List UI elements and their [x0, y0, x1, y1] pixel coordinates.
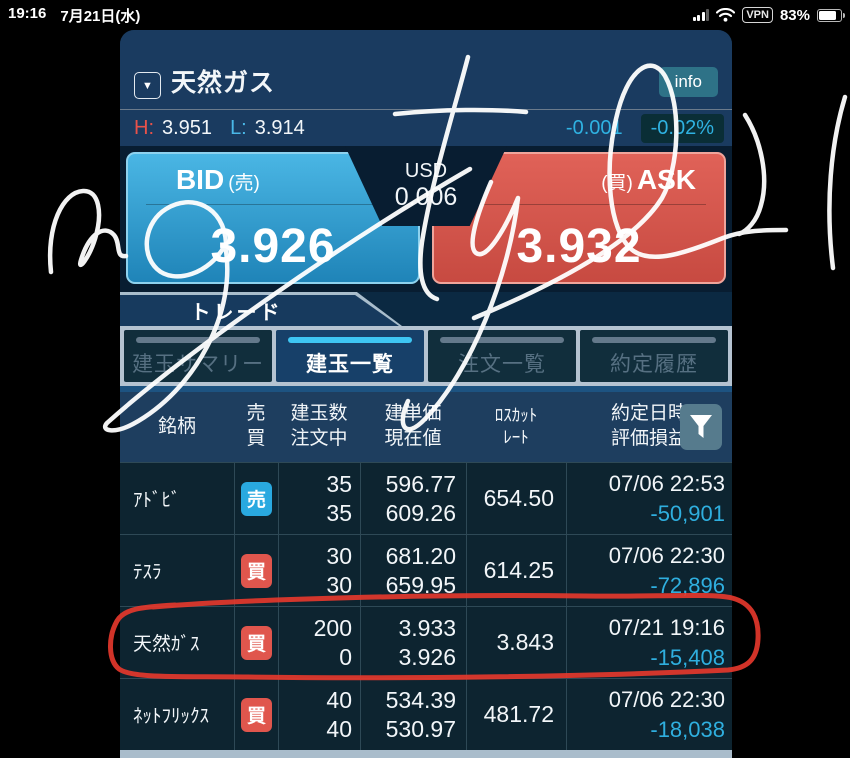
price-cell: 596.77 609.26 [360, 463, 466, 534]
clock: 19:16 [8, 4, 47, 22]
filter-button[interactable] [680, 404, 722, 450]
side-badge-sell: 売 [241, 481, 272, 516]
positions-table: ｱﾄﾞﾋﾞ 売 35 35 596.77 609.26 654.50 07/06 2… [120, 462, 732, 758]
position-tabs: 建玉サマリー 建玉一覧 注文一覧 約定履歴 [120, 326, 732, 386]
table-row-natural-gas[interactable]: 天然ｶﾞｽ 買 200 0 3.933 3.926 3.843 07/21 19:1… [120, 606, 732, 678]
bottom-strip [120, 750, 732, 758]
loscut-cell: 654.50 [466, 463, 566, 534]
loscut-cell: 3.843 [466, 607, 566, 678]
chevron-down-icon: ▼ [142, 79, 153, 92]
trade-tab[interactable]: トレード [120, 292, 402, 326]
vpn-badge: VPN [742, 7, 773, 23]
table-row-tesla[interactable]: ﾃｽﾗ 買 30 30 681.20 659.95 614.25 07/06 22:… [120, 534, 732, 606]
wifi-icon [716, 8, 736, 22]
tab-position-summary[interactable]: 建玉サマリー [124, 330, 272, 382]
instrument-header: ▼ 天然ガス info [120, 30, 732, 110]
bid-label: BID [175, 164, 225, 195]
date-pl-cell: 07/06 22:30 -18,038 [566, 679, 732, 750]
col-loscut: ﾛｽｶｯﾄ ﾚｰﾄ [494, 405, 538, 447]
trade-tab-row: トレード [120, 292, 732, 326]
trade-tab-label: トレード [120, 294, 399, 326]
instrument-title: 天然ガス [171, 69, 276, 97]
battery-icon [817, 8, 845, 22]
info-button[interactable]: info [658, 67, 718, 97]
tab-execution-history[interactable]: 約定履歴 [580, 330, 728, 382]
qty-cell: 200 0 [278, 607, 360, 678]
table-header: 銘柄 売買 建玉数 注文中 建単価 現在値 ﾛｽｶｯﾄ ﾚｰﾄ 約定日時 評価損益 [120, 392, 732, 462]
side-badge-buy: 買 [241, 553, 272, 588]
col-date-pl: 約定日時 評価損益 [610, 403, 687, 449]
cellular-signal-icon [692, 9, 710, 21]
qty-cell: 40 40 [278, 679, 360, 750]
date-pl-cell: 07/06 22:53 -50,901 [566, 463, 732, 534]
col-side: 売買 [246, 403, 266, 449]
table-row-adobe[interactable]: ｱﾄﾞﾋﾞ 売 35 35 596.77 609.26 654.50 07/06 2… [120, 462, 732, 534]
date-pl-cell: 07/21 19:16 -15,408 [566, 607, 732, 678]
high-label: H: [134, 116, 154, 139]
ask-label: ASK [636, 164, 696, 195]
trading-app-window: ▼ 天然ガス info H: 3.951 L: 3.914 -0.001 -0.… [120, 30, 732, 758]
ask-price: 3.932 [516, 219, 642, 273]
status-date: 7月21日(水) [60, 7, 141, 25]
qty-cell: 30 30 [278, 535, 360, 606]
tab-position-list[interactable]: 建玉一覧 [276, 330, 424, 382]
price-cell: 534.39 530.97 [360, 679, 466, 750]
low-value: 3.914 [254, 116, 305, 139]
quote-section: BID (売) 3.926 (買) ASK 3.932 USD 0.006 [120, 146, 732, 292]
price-cell: 3.933 3.926 [360, 607, 466, 678]
currency-label: USD [404, 160, 448, 183]
ask-side-label: (買) [601, 173, 633, 194]
change-percent-badge: -0.02% [640, 113, 724, 143]
col-price: 建単価 現在値 [384, 403, 442, 449]
low-label: L: [230, 116, 247, 139]
battery-percent: 83% [779, 6, 810, 24]
loscut-cell: 481.72 [466, 679, 566, 750]
loscut-cell: 614.25 [466, 535, 566, 606]
bid-price: 3.926 [210, 219, 336, 273]
symbol: 天然ｶﾞｽ [133, 634, 200, 655]
funnel-icon [690, 415, 712, 438]
spread-value: 0.006 [394, 183, 458, 212]
col-symbol: 銘柄 [157, 415, 196, 437]
date-pl-cell: 07/06 22:30 -72,896 [566, 535, 732, 606]
qty-cell: 35 35 [278, 463, 360, 534]
table-row-netflix[interactable]: ﾈｯﾄﾌﾘｯｸｽ 買 40 40 534.39 530.97 481.72 07/0… [120, 678, 732, 750]
status-bar: 19:16 7月21日(水) VPN 83% [0, 0, 850, 30]
high-low-row: H: 3.951 L: 3.914 -0.001 -0.02% [120, 110, 732, 146]
symbol: ﾈｯﾄﾌﾘｯｸｽ [133, 706, 210, 727]
symbol: ﾃｽﾗ [133, 562, 162, 583]
bid-side-label: (売) [228, 173, 260, 194]
side-badge-buy: 買 [241, 625, 272, 660]
symbol: ｱﾄﾞﾋﾞ [133, 490, 181, 511]
high-value: 3.951 [162, 116, 213, 139]
col-qty: 建玉数 注文中 [290, 403, 348, 449]
change-value: -0.001 [565, 116, 623, 139]
side-badge-buy: 買 [241, 697, 272, 732]
price-cell: 681.20 659.95 [360, 535, 466, 606]
tab-order-list[interactable]: 注文一覧 [428, 330, 576, 382]
instrument-dropdown[interactable]: ▼ [134, 72, 161, 99]
